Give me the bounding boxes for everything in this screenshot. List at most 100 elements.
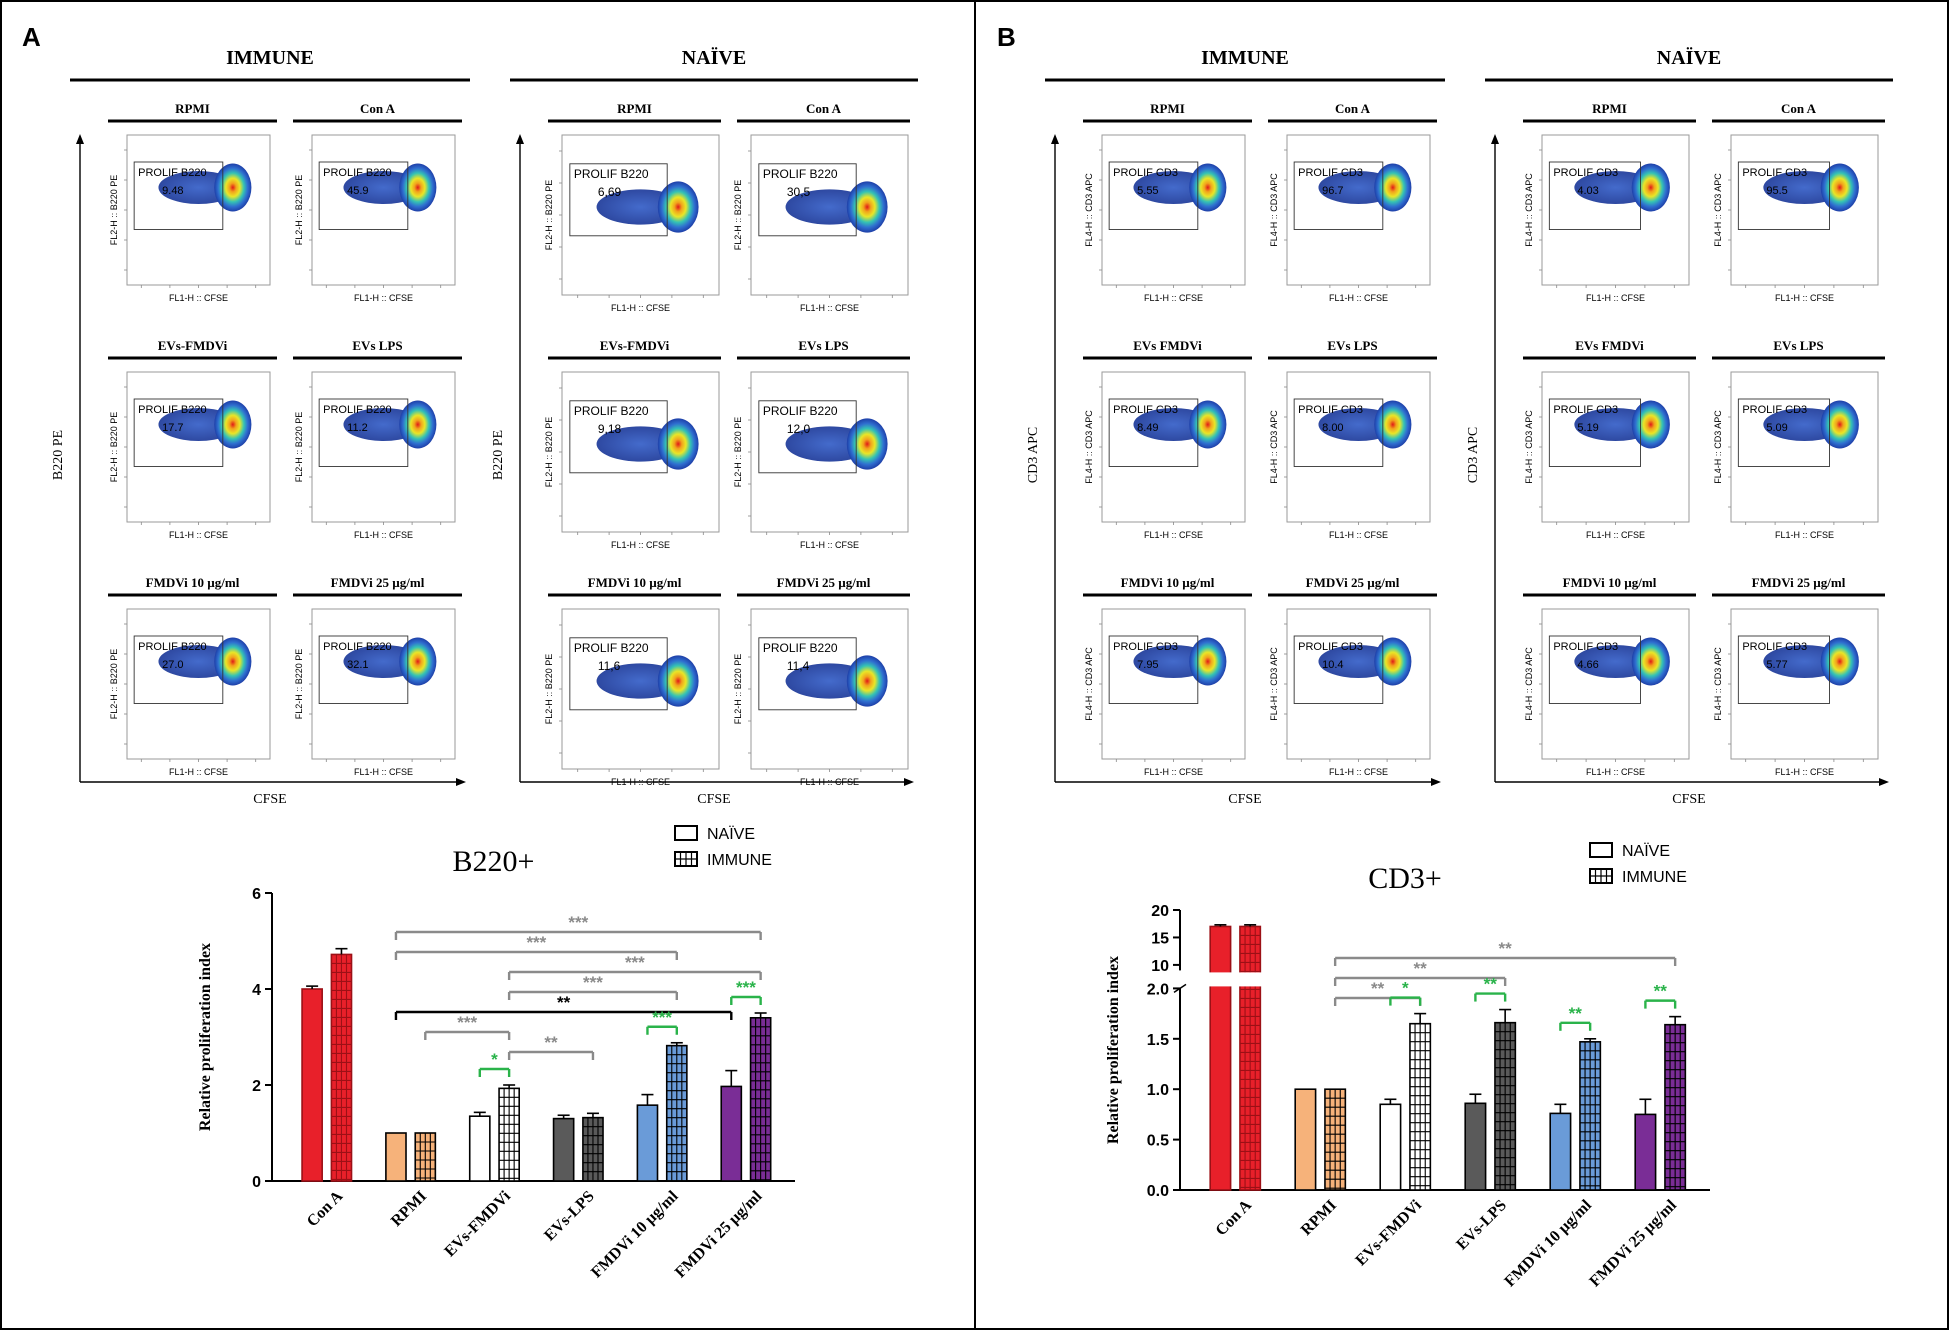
flow-cell-hotspot xyxy=(657,655,699,707)
significance-label: ** xyxy=(1371,979,1385,998)
flow-gate-label: PROLIF CD3 xyxy=(1298,404,1363,416)
flow-gate-value: 27.0 xyxy=(162,659,183,671)
legend-label: IMMUNE xyxy=(1622,869,1687,886)
x-tick-label: Con A xyxy=(304,1187,347,1230)
flow-plot-title: RPMI xyxy=(1150,101,1185,116)
x-tick-label: EVs-LPS xyxy=(541,1188,598,1245)
axis-y-arrow xyxy=(1051,134,1059,144)
flow-gate xyxy=(1293,161,1384,230)
x-tick-label: FMDVi 25 µg/ml xyxy=(672,1187,766,1281)
flow-plot-title: Con A xyxy=(1335,101,1371,116)
y-tick-label: 15 xyxy=(1151,930,1169,947)
y-tick-label: 4 xyxy=(252,982,261,999)
bar-solid xyxy=(720,1085,743,1182)
y-tick-label: 2.0 xyxy=(1147,981,1169,998)
flow-cell-hotspot xyxy=(1820,637,1859,686)
flow-x-label: FL1-H :: CFSE xyxy=(169,293,228,303)
legend-label: NAÏVE xyxy=(1622,842,1670,860)
flow-plot-title: Con A xyxy=(360,101,396,116)
flow-x-label: FL1-H :: CFSE xyxy=(611,777,670,787)
flow-gate-value: 8.49 xyxy=(1137,422,1158,434)
axis-x-arrow xyxy=(456,778,466,786)
axis-x-arrow xyxy=(1879,778,1889,786)
flow-x-label: FL1-H :: CFSE xyxy=(800,540,859,550)
significance-label: ** xyxy=(544,1033,558,1052)
flow-gate-value: 32.1 xyxy=(347,659,368,671)
panel-letter: A xyxy=(22,22,41,52)
flow-plot-frame xyxy=(1286,371,1431,523)
bar-solid xyxy=(1294,1088,1317,1191)
flow-plot-title: FMDVi 25 µg/ml xyxy=(1306,575,1400,590)
significance-label: *** xyxy=(736,978,756,997)
bar-solid xyxy=(1549,1112,1572,1191)
flow-gate-label: PROLIF B220 xyxy=(763,167,838,181)
y-tick-label: 2 xyxy=(252,1078,261,1095)
flow-gate-label: PROLIF B220 xyxy=(574,167,649,181)
flow-x-label: FL1-H :: CFSE xyxy=(800,303,859,313)
flow-plot-title: EVs FMDVi xyxy=(1575,338,1644,353)
flow-plot-title: EVs FMDVi xyxy=(1133,338,1202,353)
flow-cell-hotspot xyxy=(1189,637,1227,686)
flow-cell-hotspot xyxy=(1820,163,1859,212)
flow-gate-value: 8.00 xyxy=(1322,422,1343,434)
flow-gate xyxy=(758,637,857,711)
axis-y-arrow xyxy=(76,134,84,144)
flow-plot-title: EVs LPS xyxy=(352,338,402,353)
flow-gate-label: PROLIF CD3 xyxy=(1742,641,1807,653)
flow-gate-value: 11.2 xyxy=(347,422,368,434)
flow-y-label: FL4-H :: CD3 APC xyxy=(1269,410,1279,484)
flow-x-label: FL1-H :: CFSE xyxy=(1329,293,1388,303)
legend-label: NAÏVE xyxy=(707,825,755,843)
flow-x-label: FL1-H :: CFSE xyxy=(1144,293,1203,303)
group-title-naïve: NAÏVE xyxy=(682,46,746,69)
axis-x-arrow xyxy=(1431,778,1441,786)
x-tick-label: EVs-FMDVi xyxy=(1352,1196,1425,1269)
axis-label-y: CD3 APC xyxy=(1466,427,1481,483)
y-tick-label: 0.0 xyxy=(1147,1183,1169,1200)
flow-gate xyxy=(1548,635,1641,704)
flow-x-label: FL1-H :: CFSE xyxy=(1144,530,1203,540)
bar-solid xyxy=(1634,1113,1657,1191)
flow-cell-hotspot xyxy=(846,418,888,470)
legend-swatch-solid xyxy=(674,825,698,841)
flow-cell-hotspot xyxy=(657,181,699,233)
flow-y-label: FL4-H :: CD3 APC xyxy=(1713,410,1723,484)
flow-gate-value: 96.7 xyxy=(1322,185,1343,197)
flow-gate-value: 12,0 xyxy=(787,422,811,436)
flow-cell-hotspot xyxy=(846,655,888,707)
flow-y-label: FL4-H :: CD3 APC xyxy=(1713,647,1723,721)
flow-cell-hotspot xyxy=(657,418,699,470)
flow-cell-hotspot xyxy=(399,400,437,449)
significance-label: ** xyxy=(557,993,571,1012)
flow-plot-title: FMDVi 25 µg/ml xyxy=(1752,575,1846,590)
flow-gate xyxy=(1293,398,1384,467)
flow-gate-label: PROLIF B220 xyxy=(138,404,206,416)
flow-gate-value: 11,4 xyxy=(787,659,810,673)
flow-gate-value: 5.09 xyxy=(1766,422,1787,434)
flow-y-label: FL4-H :: CD3 APC xyxy=(1524,410,1534,484)
flow-plot-frame xyxy=(1541,371,1690,523)
flow-gate xyxy=(1548,398,1641,467)
flow-x-label: FL1-H :: CFSE xyxy=(1775,293,1834,303)
flow-gate-value: 30,5 xyxy=(787,185,811,199)
flow-gate-label: PROLIF CD3 xyxy=(1113,641,1178,653)
flow-plot-frame xyxy=(1541,608,1690,760)
axis-x-arrow xyxy=(904,778,914,786)
flow-x-label: FL1-H :: CFSE xyxy=(1775,530,1834,540)
bar-chart-cd3: CD3+ NAÏVE IMMUNE 0.0 0.5 1.0 1.5 2.0 10 15 20 Rela… xyxy=(1105,842,1712,1290)
flow-y-label: FL2-H :: B220 PE xyxy=(294,412,304,483)
flow-gate xyxy=(1737,161,1830,230)
y-tick-label: 20 xyxy=(1151,903,1169,920)
flow-gate-value: 10.4 xyxy=(1322,659,1343,671)
flow-gate-value: 5.55 xyxy=(1137,185,1158,197)
flow-x-label: FL1-H :: CFSE xyxy=(1329,530,1388,540)
flow-gate-value: 17.7 xyxy=(162,422,183,434)
y-tick-label: 10 xyxy=(1151,958,1169,975)
